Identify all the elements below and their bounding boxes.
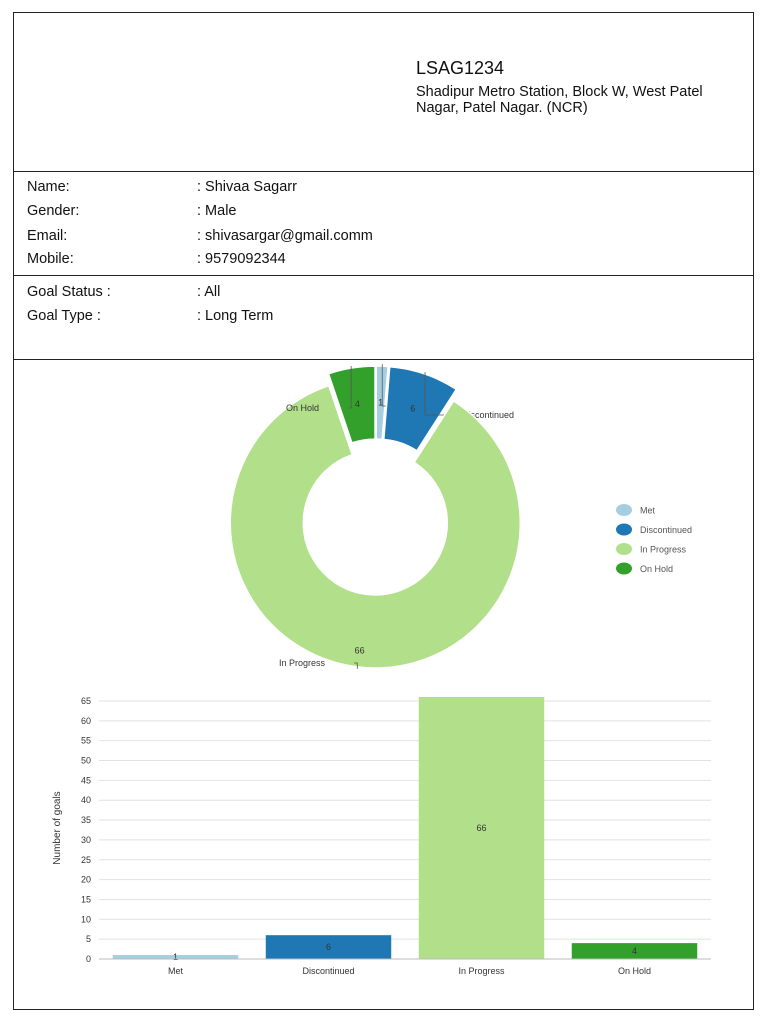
y-axis-label: Number of goals xyxy=(52,791,63,864)
bar-chart: 0 5 10 15 20 25 30 35 40 45 50 55 60 65 1 Met 6 Discontin… xyxy=(52,696,711,976)
donut-slice-on-hold xyxy=(327,365,376,444)
y-tick-10: 10 xyxy=(81,914,91,924)
charts-section: 1 Met 6 Discontinued 66 In Progress 4 On Hold Me… xyxy=(14,359,753,1009)
legend-swatch-in-progress xyxy=(616,543,632,555)
x-tick-on-hold: On Hold xyxy=(618,966,651,976)
y-tick-65: 65 xyxy=(81,696,91,706)
x-tick-discontinued: Discontinued xyxy=(302,966,354,976)
bar-value-on-hold: 4 xyxy=(632,946,637,956)
email-value: : shivasargar@gmail.comm xyxy=(197,228,373,244)
donut-value-in-progress: 66 xyxy=(355,645,365,655)
person-info-section: Name: : Shivaa Sagarr Gender: : Male Ema… xyxy=(14,171,753,276)
report-header: LSAG1234 Shadipur Metro Station, Block W… xyxy=(14,13,753,172)
gender-value: : Male xyxy=(197,203,237,219)
center-code: LSAG1234 xyxy=(416,58,505,78)
y-tick-25: 25 xyxy=(81,855,91,865)
y-tick-30: 30 xyxy=(81,835,91,845)
donut-label-discontinued: Discontinued xyxy=(462,410,514,420)
goal-filter-section: Goal Status : : All Goal Type : : Long T… xyxy=(14,275,753,360)
donut-value-met: 1 xyxy=(378,398,383,408)
y-tick-40: 40 xyxy=(81,795,91,805)
x-tick-in-progress: In Progress xyxy=(458,966,505,976)
donut-leader-in-progress xyxy=(354,662,358,669)
y-tick-15: 15 xyxy=(81,894,91,904)
mobile-value: : 9579092344 xyxy=(197,251,286,267)
y-tick-45: 45 xyxy=(81,775,91,785)
center-address: Shadipur Metro Station, Block W, West Pa… xyxy=(416,84,703,116)
donut-slice-in-progress xyxy=(229,384,521,669)
bar-value-discontinued: 6 xyxy=(326,942,331,952)
legend-swatch-met xyxy=(616,504,632,516)
goal-type-label: Goal Type : xyxy=(27,308,101,324)
y-tick-0: 0 xyxy=(86,954,91,964)
donut-value-discontinued: 6 xyxy=(410,404,415,414)
goal-status-value: : All xyxy=(197,284,221,300)
bar-discontinued xyxy=(265,935,392,959)
y-tick-5: 5 xyxy=(86,934,91,944)
y-tick-35: 35 xyxy=(81,815,91,825)
mobile-label: Mobile: xyxy=(27,251,74,267)
bar-value-met: 1 xyxy=(173,952,178,962)
bar-in-progress xyxy=(418,697,545,959)
y-tick-20: 20 xyxy=(81,875,91,885)
goal-status-label: Goal Status : xyxy=(27,284,111,300)
goal-type-value: : Long Term xyxy=(197,308,274,324)
legend-label-met: Met xyxy=(640,506,656,516)
report-page: LSAG1234 Shadipur Metro Station, Block W… xyxy=(13,12,754,1010)
donut-value-on-hold: 4 xyxy=(355,399,360,409)
donut-leader-on-hold xyxy=(349,366,352,409)
bar-on-hold xyxy=(571,943,698,959)
y-tick-55: 55 xyxy=(81,736,91,746)
donut-slice-discontinued xyxy=(382,365,458,452)
bar-value-in-progress: 66 xyxy=(476,823,486,833)
donut-label-in-progress: In Progress xyxy=(279,658,326,668)
name-label: Name: xyxy=(27,179,70,195)
gender-label: Gender: xyxy=(27,203,80,219)
legend-swatch-discontinued xyxy=(616,523,632,536)
legend-label-discontinued: Discontinued xyxy=(640,525,692,535)
donut-label-on-hold: On Hold xyxy=(286,403,319,413)
legend-label-in-progress: In Progress xyxy=(640,545,687,555)
y-tick-60: 60 xyxy=(81,716,91,726)
legend-label-on-hold: On Hold xyxy=(640,564,673,574)
legend-swatch-on-hold xyxy=(616,562,632,575)
name-value: : Shivaa Sagarr xyxy=(197,179,297,195)
y-tick-50: 50 xyxy=(81,756,91,766)
email-label: Email: xyxy=(27,228,68,244)
x-tick-met: Met xyxy=(168,966,184,976)
bar-met xyxy=(112,955,239,959)
